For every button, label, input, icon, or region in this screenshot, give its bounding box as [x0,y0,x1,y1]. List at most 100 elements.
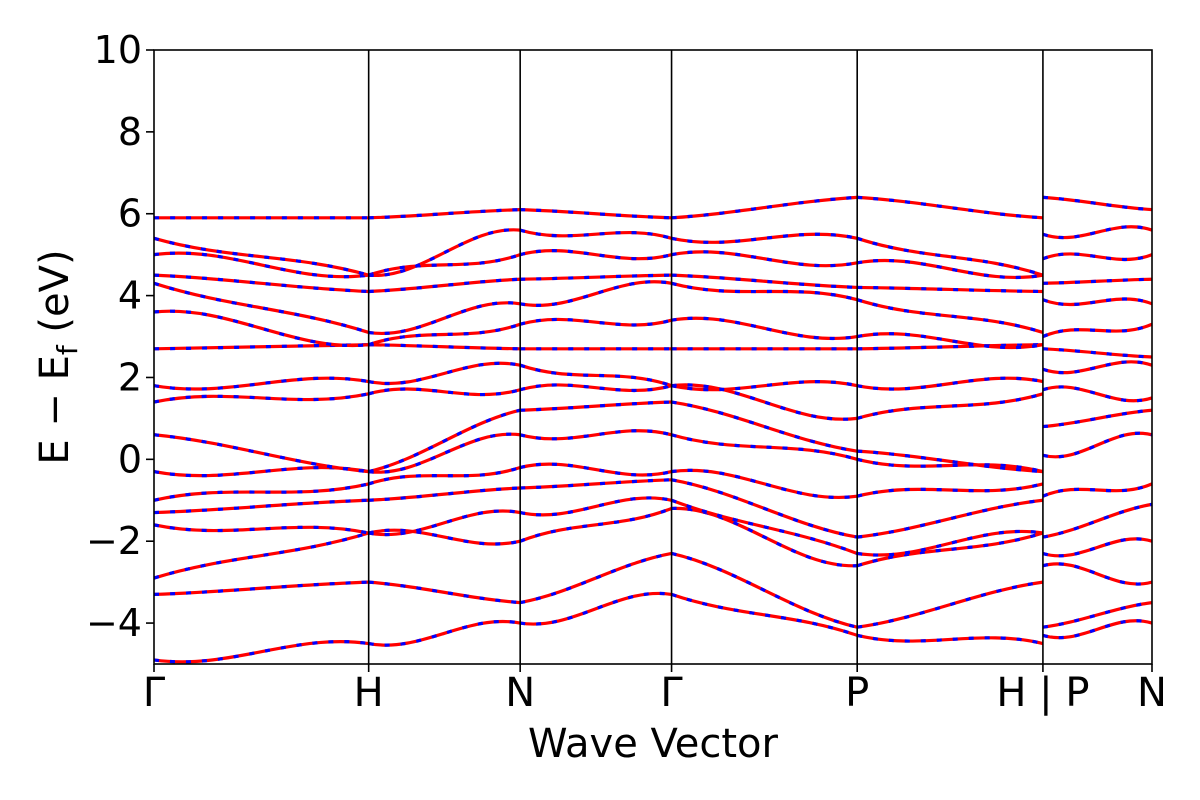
band-line [154,433,369,474]
band-line-dashed [1042,322,1152,339]
band-line-dashed [519,591,672,626]
band-line-dashed [671,506,858,568]
bands-layer [154,195,1152,664]
band-line [368,528,521,546]
band-line-dashed [856,332,1044,350]
band-line-dashed [368,301,521,336]
y-tick-label: 8 [118,110,142,154]
band-line [671,195,858,220]
band-line [856,376,1044,391]
band-line-dashed [368,361,521,386]
plot-frame [153,49,1153,665]
band-line [154,482,370,502]
band-line-dashed [368,228,521,277]
band-line [856,236,1044,277]
band-line-dashed [519,429,672,441]
band-line-dashed [519,228,673,240]
band-line-dashed [368,277,521,294]
band-line [368,361,521,386]
band-line-dashed [856,258,1044,280]
band-line-dashed [1042,408,1152,429]
band-line-dashed [368,387,521,397]
band-line [368,620,521,647]
x-axis: Γ H N Γ P H | P N [143,664,1167,716]
band-line [154,251,369,279]
band-line-dashed [1042,619,1152,640]
y-tick-label: 4 [118,274,142,318]
band-line-dashed [1042,195,1152,212]
band-line-dashed [520,400,672,412]
band-line-dashed [856,633,1044,646]
kpoint-label: N [1137,670,1167,716]
kpoint-label: Γ [143,670,166,716]
band-line-dashed [856,529,1044,557]
band-line-dashed [368,580,521,605]
band-line-dashed [671,433,858,461]
band-line-dashed [857,285,1043,294]
band-line [857,449,1044,474]
band-line-dashed [519,383,672,393]
kpoint-label: H [354,670,384,716]
band-line-dashed [671,273,858,290]
band-line-dashed [519,551,672,605]
band-line-dashed [1042,385,1152,403]
band-line [154,523,369,535]
band-line-dashed [856,376,1044,391]
band-line-dashed [368,465,521,486]
band-line-dashed [671,551,858,629]
y-tick-label: 2 [118,355,142,399]
band-line [1042,431,1152,459]
band-line [671,592,858,637]
band-line-dashed [519,280,672,307]
band-line [1042,385,1152,403]
band-line [1042,537,1152,558]
band-line-dashed [856,392,1044,420]
band-line-dashed [1042,360,1152,375]
band-line [154,309,369,348]
band-line-dashed [857,343,1043,351]
x-axis-title: Wave Vector [528,721,779,767]
band-line [154,273,369,294]
band-line [154,392,369,404]
band-line-dashed [368,486,521,502]
kpoint-label: N [505,670,535,716]
band-line-dashed [671,250,858,268]
band-line-dashed [1042,601,1152,629]
band-line [154,639,369,664]
band-line-dashed [519,462,672,477]
band-line-dashed [368,322,521,347]
band-line [671,232,858,244]
band-line [671,316,858,341]
kpoint-label: P [845,670,869,716]
band-line-dashed [368,509,521,537]
band-line-dashed [1042,225,1152,240]
band-line-dashed [1042,431,1152,459]
band-line-dashed [154,281,370,334]
band-line-dashed [856,482,1044,498]
kpoint-divider-lines [367,50,1044,664]
y-axis: −4 −2 0 2 4 6 8 10 [86,28,154,645]
band-line-dashed [671,478,858,539]
band-line-dashed [520,208,672,220]
band-line [368,253,521,277]
band-line [154,531,370,580]
band-line-dashed [519,249,672,261]
band-line-dashed [1042,482,1152,498]
band-line-dashed [857,195,1044,220]
band-line [154,498,369,515]
band-line [671,468,858,499]
band-line [857,498,1044,539]
band-line-dashed [671,195,858,220]
band-line-dashed [368,408,521,474]
band-line-dashed [671,232,858,244]
band-line-dashed [519,496,672,517]
band-line [154,236,370,277]
band-line-dashed [368,343,521,351]
band-line-dashed [368,253,521,277]
kpoint-label: H | P [996,670,1089,716]
band-line [1042,502,1152,539]
band-line [154,580,369,597]
band-line [857,285,1043,294]
band-line-dashed [520,273,672,281]
